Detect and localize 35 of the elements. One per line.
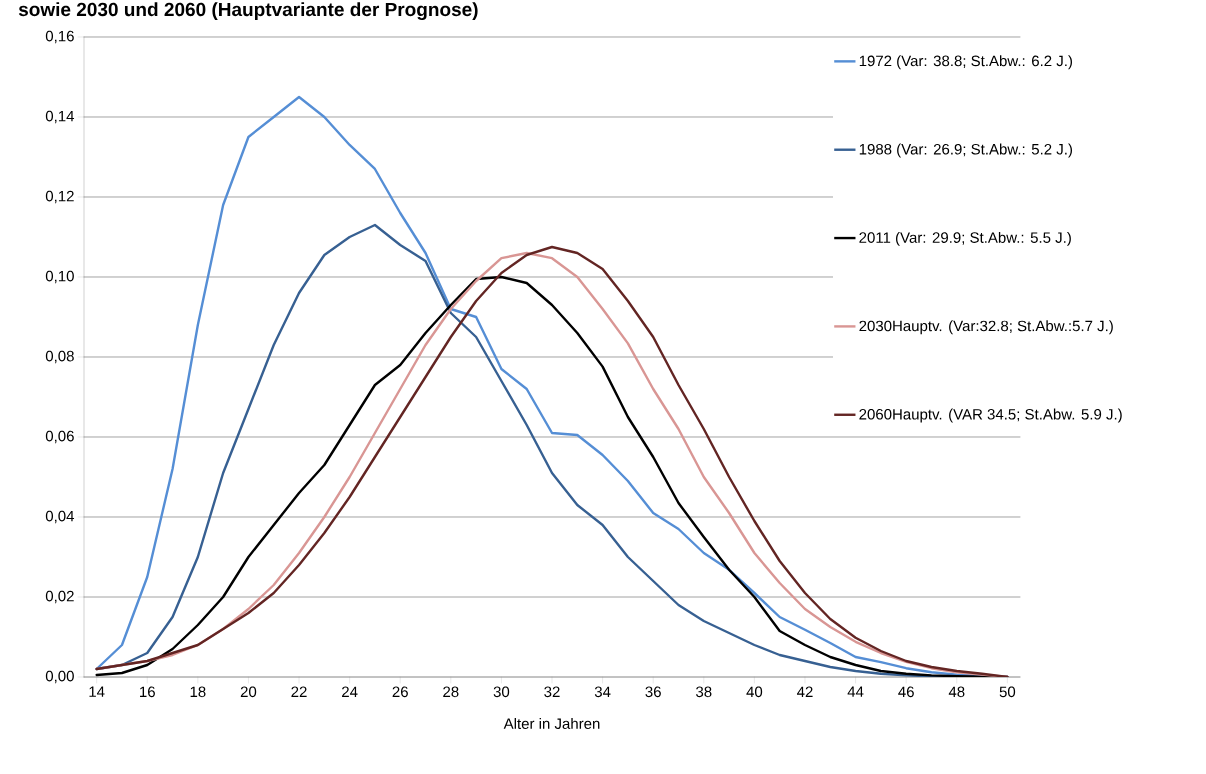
legend-label: 2030Hauptv. (Var:32.8; St.Abw.:5.7 J.) [859,320,1113,335]
x-axis-title: Alter in Jahren [503,717,600,729]
y-tick-label: 0,00 [45,670,74,684]
legend-label: 2060Hauptv. (VAR 34.5; St.Abw. 5.9 J.) [859,408,1122,423]
y-tick-label: 0,04 [45,510,75,524]
x-tick-label: 20 [240,686,257,698]
x-tick-label: 26 [392,686,408,698]
x-tick-label: 38 [696,686,712,698]
x-tick-label: 34 [594,686,611,698]
x-tick-label: 42 [796,686,813,697]
x-tick-label: 22 [291,686,307,697]
x-tick-label: 36 [645,686,661,698]
x-tick-label: 16 [140,686,155,698]
y-tick-label: 0,06 [45,430,74,444]
x-tick-label: 30 [493,686,510,698]
x-tick-label: 18 [190,686,206,698]
y-tick-label: 0,02 [45,590,74,604]
x-tick-label: 46 [898,686,914,698]
x-tick-label: 24 [342,686,358,697]
y-tick-label: 0,08 [45,350,74,364]
x-tick-label: 50 [999,686,1016,698]
x-tick-label: 48 [948,686,965,698]
y-tick-label: 0,16 [45,30,74,44]
x-tick-label: 44 [847,686,864,697]
y-tick-label: 0,12 [45,190,74,204]
x-tick-label: 28 [443,686,459,698]
chart-title: sowie 2030 und 2060 (Hauptvariante der Prognose) [18,2,478,20]
x-tick-label: 14 [89,686,105,697]
y-tick-label: 0,14 [45,110,75,124]
legend-label: 1972 (Var: 38.8; St.Abw.: 6.2 J.) [859,55,1073,70]
x-tick-label: 32 [544,686,560,698]
x-tick-label: 40 [746,686,763,698]
legend-label: 2011 (Var: 29.9; St.Abw.: 5.5 J.) [859,231,1071,246]
y-tick-label: 0,10 [45,270,74,284]
legend-label: 1988 (Var: 26.9; St.Abw.: 5.2 J.) [859,143,1073,158]
